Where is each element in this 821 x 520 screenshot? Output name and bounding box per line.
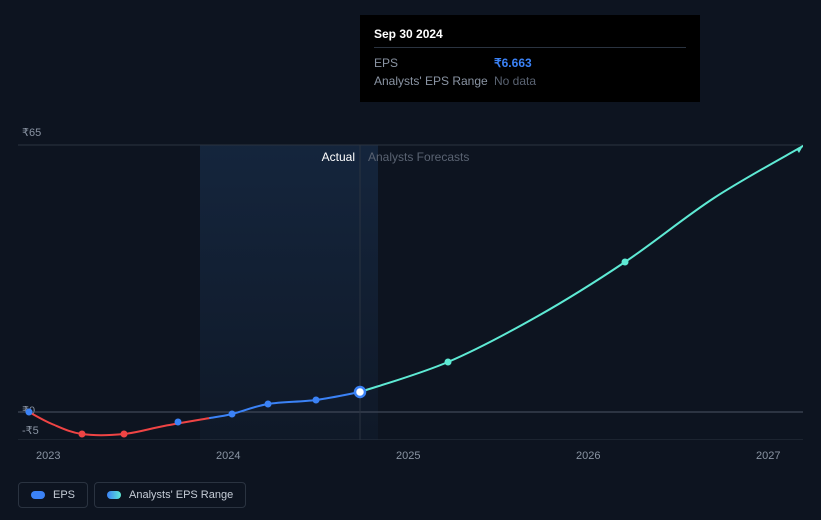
legend-item[interactable]: EPS — [18, 482, 88, 508]
line-chart-svg — [18, 120, 803, 440]
tooltip-label: Analysts' EPS Range — [374, 72, 494, 90]
tooltip-date: Sep 30 2024 — [374, 27, 686, 48]
legend-dot-icon — [107, 491, 121, 499]
tooltip-label: EPS — [374, 54, 494, 72]
legend-label: Analysts' EPS Range — [129, 489, 233, 501]
x-axis-label: 2026 — [576, 450, 600, 462]
x-axis-label: 2025 — [396, 450, 420, 462]
chart-tooltip: Sep 30 2024 EPS₹6.663Analysts' EPS Range… — [360, 15, 700, 102]
legend-label: EPS — [53, 489, 75, 501]
tooltip-value: ₹6.663 — [494, 54, 532, 72]
legend-dot-icon — [31, 491, 45, 499]
tooltip-row: Analysts' EPS RangeNo data — [374, 72, 686, 90]
x-axis-label: 2027 — [756, 450, 780, 462]
chart-legend: EPS Analysts' EPS Range — [18, 482, 246, 508]
tooltip-row: EPS₹6.663 — [374, 54, 686, 72]
chart-plot-area[interactable] — [18, 120, 803, 440]
x-axis-label: 2024 — [216, 450, 240, 462]
tooltip-value: No data — [494, 72, 536, 90]
x-axis-label: 2023 — [36, 450, 60, 462]
legend-item[interactable]: Analysts' EPS Range — [94, 482, 246, 508]
